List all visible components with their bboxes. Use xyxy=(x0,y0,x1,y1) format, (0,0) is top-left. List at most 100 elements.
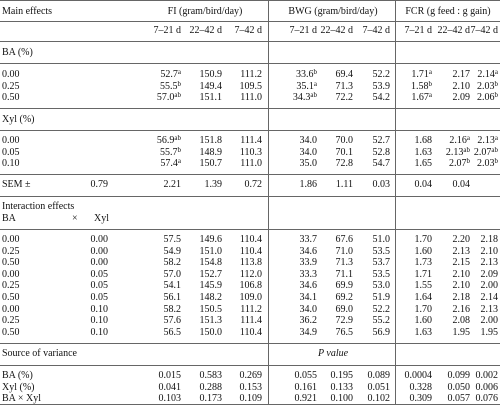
table-cell: 1.71a xyxy=(411,69,432,81)
table-cell: 110.3 xyxy=(239,146,262,158)
table-cell: 2.13 xyxy=(480,303,499,315)
column-label: P value xyxy=(317,348,349,359)
table-cell: 154.8 xyxy=(199,257,223,269)
row-label: 0.25 xyxy=(2,80,20,92)
table-cell: 57.0ab xyxy=(157,92,181,104)
table-cell: 71.1 xyxy=(335,268,354,280)
table-cell: 0.133 xyxy=(330,381,354,393)
table-cell: 0.051 xyxy=(367,381,391,393)
table-cell: 57.4a xyxy=(160,158,181,170)
cell-superscript: b xyxy=(428,79,433,88)
cell-superscript: a xyxy=(466,134,470,142)
table-cell: 0.161 xyxy=(294,381,318,393)
table-cell: 0.103 xyxy=(158,393,182,404)
table-cell: 1.11 xyxy=(335,179,353,190)
cell-value: 2.03 xyxy=(477,158,495,169)
table-cell: 52.7a xyxy=(160,69,181,81)
cell-superscript: a xyxy=(428,68,432,76)
table-cell: 0.099 xyxy=(447,370,471,381)
rule xyxy=(0,130,500,131)
table-cell: 56.9ab xyxy=(157,135,181,147)
table-cell: 2.07ab xyxy=(473,146,498,159)
row-label: 0.00 xyxy=(2,234,20,245)
group-separator xyxy=(268,0,269,405)
table-cell: 151.1 xyxy=(199,92,223,103)
table-cell: 152.7 xyxy=(199,268,223,280)
row-label: BA × Xyl xyxy=(2,393,41,404)
section-title: Source of variance xyxy=(2,348,77,359)
table-cell: 56.1 xyxy=(163,292,182,303)
table-cell: 0.328 xyxy=(409,381,433,393)
table-cell: 51.0 xyxy=(372,234,391,245)
table-cell: 2.00 xyxy=(480,280,499,292)
table-cell: 0.100 xyxy=(330,393,354,404)
table-cell: 0.173 xyxy=(199,393,223,404)
table-cell: 58.2 xyxy=(163,257,182,269)
table-cell: 2.07b xyxy=(449,158,470,170)
table-cell: 55.5b xyxy=(160,80,181,93)
group-separator xyxy=(395,0,396,405)
row-label: Xyl (%) xyxy=(2,381,35,393)
table-cell: 2.18 xyxy=(480,234,499,245)
cell-superscript: a xyxy=(177,68,181,76)
rule xyxy=(0,174,500,175)
row-label: 0.05 xyxy=(90,292,109,303)
cell-superscript: a xyxy=(428,91,432,99)
period-header: 22–42 d xyxy=(189,25,223,36)
table-cell: 1.65 xyxy=(414,158,433,169)
table-cell: 0.102 xyxy=(367,393,391,404)
row-label: BA (%) xyxy=(2,370,33,381)
cell-superscript: b xyxy=(494,91,499,99)
table-cell: 0.03 xyxy=(372,179,391,190)
row-label: 0.10 xyxy=(2,158,20,169)
table-cell: 2.09 xyxy=(480,268,499,280)
table-cell: 2.08 xyxy=(452,315,471,327)
cell-value: 2.03 xyxy=(477,80,495,92)
table-cell: 1.95 xyxy=(452,326,471,338)
row-label: 0.25 xyxy=(2,315,20,327)
table-cell: 69.2 xyxy=(335,292,354,303)
row-label: 0.00 xyxy=(2,135,20,146)
table-cell: 52.8 xyxy=(372,146,391,158)
rule xyxy=(0,196,500,197)
cell-superscript: b xyxy=(177,145,182,154)
cell-value: 1.58 xyxy=(411,80,429,92)
group-header: FCR (g feed : g gain) xyxy=(405,6,491,17)
row-label: 0.05 xyxy=(90,280,109,292)
table-cell: 109.0 xyxy=(239,292,263,303)
cell-superscript: b xyxy=(466,157,471,165)
table-cell: 33.3 xyxy=(299,268,318,280)
cell-superscript: b xyxy=(494,157,499,165)
table-cell: 151.0 xyxy=(199,245,223,257)
cell-value: 2.07 xyxy=(473,146,492,158)
table-cell: 52.7 xyxy=(372,135,391,146)
table-cell: 0.309 xyxy=(409,393,433,404)
table-cell: 150.5 xyxy=(199,303,223,315)
table-cell: 71.3 xyxy=(335,80,354,92)
table-cell: 54.7 xyxy=(372,158,391,169)
cell-value: 52.7 xyxy=(160,69,178,80)
cell-value: 34.3 xyxy=(292,92,311,103)
cell-superscript: a xyxy=(494,134,498,142)
cell-value: 33.6 xyxy=(296,69,314,80)
table-cell: 110.4 xyxy=(239,326,262,338)
table-cell: 113.8 xyxy=(239,257,262,269)
table-cell: 0.04 xyxy=(414,179,433,190)
table-cell: 2.21 xyxy=(163,179,182,190)
table-cell: 72.8 xyxy=(335,158,354,169)
table-cell: 52.2 xyxy=(372,69,391,80)
table-cell: 0.04 xyxy=(452,179,471,190)
table-cell: 1.64 xyxy=(414,292,433,303)
table-cell: 111.4 xyxy=(240,315,262,327)
table-cell: 58.2 xyxy=(163,303,182,315)
table-cell: 0.057 xyxy=(447,393,471,404)
table-cell: 111.2 xyxy=(240,303,262,315)
table-cell: 111.0 xyxy=(240,158,262,169)
table-cell: 2.03b xyxy=(477,158,498,170)
table-cell: 1.39 xyxy=(204,179,223,190)
table-cell: 53.5 xyxy=(372,268,391,280)
table-cell: 1.60 xyxy=(414,315,433,327)
cell-superscript: a xyxy=(177,157,181,165)
table-cell: 110.4 xyxy=(239,234,262,245)
